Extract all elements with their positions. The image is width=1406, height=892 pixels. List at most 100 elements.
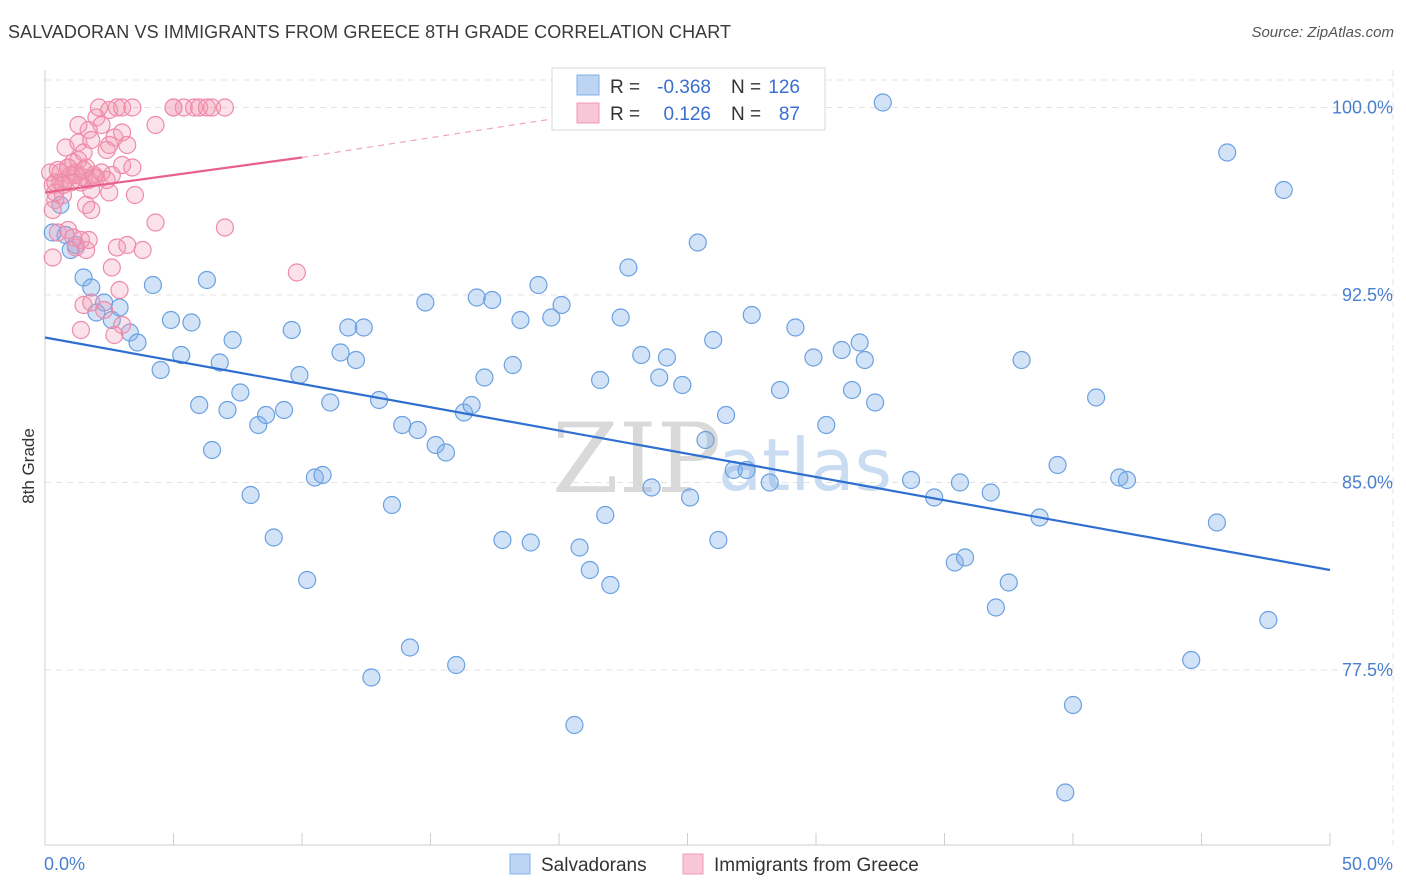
legend-swatch-greece [576,102,600,124]
axes [44,70,1331,846]
salvadoran-point-110 [1117,470,1137,490]
salvadoran-point-52 [467,288,486,307]
salvadoran-point-66 [596,505,615,525]
greece-point-49 [190,98,209,117]
salvadoran-point-51 [462,395,481,415]
salvadoran-point-36 [331,343,350,362]
bottom-legend-swatch-salvadorans [509,853,531,875]
salvadoran-point-75 [680,488,700,507]
salvadoran-point-53 [475,368,494,387]
greece-point-69 [95,300,114,320]
salvadoran-point-115 [1274,180,1293,200]
salvadoran-point-98 [950,473,970,492]
salvadoran-point-60 [542,308,561,327]
salvadoran-point-44 [400,638,420,657]
greece-point-53 [97,140,116,160]
salvadoran-trend-line [44,336,1331,572]
greece-point-63 [133,240,152,260]
greece-point-84 [74,160,93,180]
salvadoran-point-49 [447,655,466,675]
salvadoran-point-10 [110,298,129,317]
greece-trend-line-extension [301,109,611,159]
greece-point-72 [112,315,132,335]
salvadoran-point-101 [986,598,1006,617]
salvadoran-point-85 [770,380,790,400]
legend-r-value-greece: 0.126 [663,104,711,125]
watermark-zip: ZIP [552,403,721,515]
y-tick-labels: 77.5% 85.0% 92.5% 100.0% [1332,98,1393,681]
salvadoran-point-34 [313,465,332,485]
legend-r-label-salvadorans: R = [610,77,640,98]
greece-point-70 [102,258,121,277]
bottom-legend-label-salvadorans: Salvadorans [541,855,647,876]
salvadoran-point-39 [354,318,373,337]
salvadoran-point-69 [619,258,638,277]
salvadoran-point-71 [642,478,661,497]
greece-point-66 [215,218,234,237]
salvadoran-point-74 [673,375,692,395]
salvadoran-point-114 [1259,610,1278,630]
salvadoran-point-108 [1087,388,1106,407]
greece-point-39 [118,135,137,155]
salvadoran-point-19 [197,270,217,290]
watermark: ZIP atlas [552,403,892,515]
greece-point-3 [43,200,62,220]
salvadoran-point-18 [190,395,209,415]
salvadoran-point-6 [82,278,101,297]
salvadoran-point-57 [511,310,530,330]
salvadoran-point-37 [339,318,358,337]
trend-lines [44,109,1331,572]
salvadoran-point-99 [955,548,975,567]
bottom-legend-label-greece: Immigrants from Greece [714,855,919,876]
salvadoran-point-38 [346,350,366,370]
y-tick-label-1: 85.0% [1342,473,1393,493]
salvadoran-point-64 [580,560,599,580]
salvadoran-point-80 [716,405,736,425]
salvadoran-point-102 [999,573,1018,592]
greece-point-64 [146,213,165,232]
salvadoran-point-22 [218,400,237,420]
salvadoran-point-12 [128,333,147,352]
greece-point-52 [215,98,234,117]
x-tick-label-0: 0.0% [44,854,85,874]
legend-swatch-salvadorans [576,74,600,96]
salvadoran-point-35 [321,393,340,412]
greece-point-33 [82,130,101,150]
legend-n-label-salvadorans: N = [731,77,761,98]
bottom-legend: Salvadorans Immigrants from Greece [509,853,919,876]
salvadoran-point-106 [1056,783,1075,802]
salvadoran-point-76 [688,233,707,252]
salvadoran-point-94 [873,93,892,112]
salvadoran-point-43 [393,415,412,435]
y-axis-label: 8th Grade [19,428,38,504]
grid-lines [45,70,1394,845]
y-tick-label-3: 100.0% [1332,98,1393,118]
salvadoran-point-61 [552,295,571,315]
salvadoran-point-89 [832,340,851,360]
salvadoran-point-58 [521,533,540,552]
salvadoran-point-14 [151,360,170,380]
salvadoran-point-59 [529,275,548,295]
greece-point-47 [174,98,193,117]
legend-n-label-greece: N = [731,104,761,125]
salvadoran-point-11 [120,323,139,342]
x-tick-labels: 0.0% 50.0% [44,854,1393,874]
x-tick-label-1: 50.0% [1342,854,1393,874]
greece-point-51 [202,98,222,117]
greece-point-86 [123,98,142,117]
salvadoran-point-103 [1012,350,1031,370]
salvadoran-point-26 [249,415,268,435]
salvadoran-point-88 [817,415,836,435]
salvadoran-point-15 [161,310,181,330]
salvadoran-point-48 [436,443,456,462]
greece-point-71 [110,280,129,300]
greece-point-28 [79,230,98,250]
legend-r-value-salvadorans: -0.368 [657,77,711,98]
salvadoran-point-56 [503,355,522,375]
salvadoran-point-47 [426,435,445,455]
salvadoran-point-5 [74,268,93,287]
chart-title: SALVADORAN VS IMMIGRANTS FROM GREECE 8TH… [8,22,732,42]
y-tick-label-0: 77.5% [1342,660,1393,680]
salvadoran-point-54 [483,290,502,310]
